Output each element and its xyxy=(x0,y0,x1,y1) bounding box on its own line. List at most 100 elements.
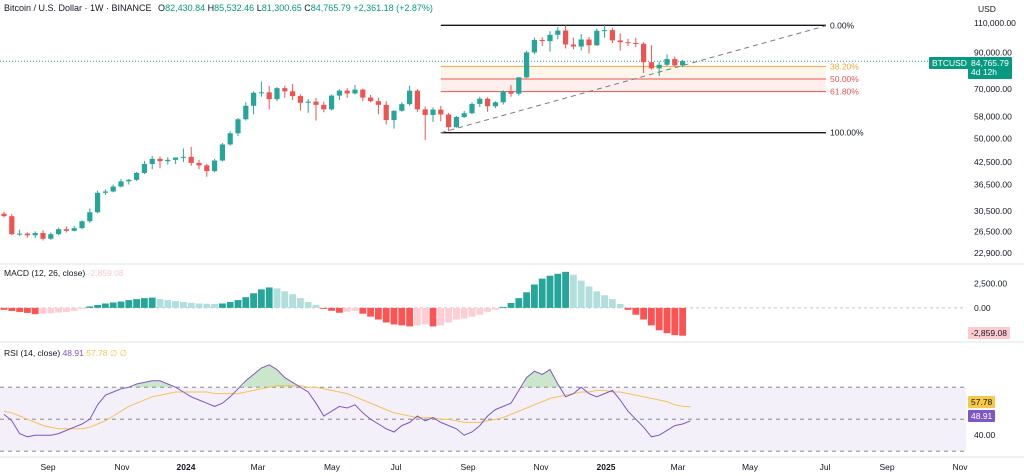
macd-histogram-bar xyxy=(180,302,187,308)
candle-body xyxy=(329,95,335,110)
price-tick-label: 58,000.00 xyxy=(974,112,1012,122)
macd-histogram-bar xyxy=(351,307,359,311)
candle-body xyxy=(352,89,358,94)
macd-histogram-bar xyxy=(328,307,335,311)
rsi-overbought-fill xyxy=(522,369,562,388)
macd-histogram-bar xyxy=(86,306,94,308)
macd-histogram-bar xyxy=(187,302,195,308)
price-tick-label: 30,500.00 xyxy=(974,206,1012,216)
pane-labels: MACD (12, 26, close) -2,859.08 RSI (14, c… xyxy=(4,268,128,358)
ohlc-low-key: L xyxy=(256,3,262,13)
rsi-ma-line xyxy=(3,385,691,430)
macd-histogram-bar xyxy=(679,307,686,336)
macd-histogram-bar xyxy=(570,274,577,308)
macd-value-badge: -2,859.08 xyxy=(968,327,1010,339)
price-tick-label: 50,000.00 xyxy=(974,133,1012,143)
candle-body xyxy=(594,30,600,46)
macd-histogram-bar xyxy=(102,303,109,308)
candle-body xyxy=(9,216,15,235)
time-tick-label: Sep xyxy=(460,462,475,472)
candle-body xyxy=(266,92,272,100)
macd-histogram-bar xyxy=(406,307,413,327)
price-axis[interactable]: 110,000.00 90,000.00 70,000.00 58,000.00 50,… xyxy=(974,18,1016,258)
macd-histogram-bar xyxy=(453,307,460,320)
fib-level-label: 50.00% xyxy=(830,74,859,84)
candle-body xyxy=(110,186,116,192)
candle-body xyxy=(149,158,155,164)
rsi-pane: 40.00 xyxy=(0,364,996,452)
candle-body xyxy=(680,61,686,66)
macd-histogram-bar xyxy=(577,280,585,308)
trendline-dashed xyxy=(440,25,827,134)
candle-body xyxy=(95,192,101,213)
candle-body xyxy=(243,105,249,120)
macd-histogram-bar xyxy=(421,307,429,325)
rsi-legend-value: 48.91 xyxy=(63,348,87,358)
macd-histogram-bar xyxy=(156,299,164,308)
candle-body xyxy=(297,96,303,103)
macd-histogram-bar xyxy=(390,307,398,325)
candle-body xyxy=(516,77,522,94)
candle-body xyxy=(290,91,296,97)
macd-histogram-bar xyxy=(172,301,179,308)
macd-histogram-bar xyxy=(281,291,289,308)
candle-body xyxy=(555,30,561,35)
fib-zone xyxy=(440,66,826,80)
macd-histogram-bar xyxy=(16,307,23,312)
candle-body xyxy=(282,88,288,92)
candle-body xyxy=(173,157,179,160)
macd-histogram-bar xyxy=(219,303,226,308)
candle-body xyxy=(56,229,62,235)
currency-label: USD xyxy=(978,4,996,14)
candle-body xyxy=(664,59,670,65)
fibonacci-retracement[interactable]: 0.00% 38.20% 50.00% 61.80% 100.00% xyxy=(440,20,864,138)
candle-body xyxy=(134,172,140,180)
macd-histogram-bar xyxy=(554,273,562,308)
ohlc-low: 81,300.65 xyxy=(261,3,302,13)
candle-body xyxy=(227,133,233,145)
macd-histogram-bar xyxy=(382,307,390,323)
macd-histogram-bar xyxy=(242,297,250,308)
candle-body xyxy=(446,114,452,128)
candle-body xyxy=(368,97,374,102)
candle-body xyxy=(578,39,584,47)
ohlc-close-key: C xyxy=(304,3,311,13)
macd-histogram-bar xyxy=(336,307,343,313)
macd-histogram-bar xyxy=(250,293,257,308)
price-tick-label: 70,000.00 xyxy=(974,84,1012,94)
macd-histogram-bar xyxy=(492,307,499,310)
candle-body xyxy=(71,228,77,231)
macd-histogram-bar xyxy=(39,307,47,314)
time-axis[interactable]: Sep Nov 2024 Mar May Jul Sep Nov 2025 Mar May Jul Se… xyxy=(40,462,968,472)
macd-histogram-bar xyxy=(632,307,640,315)
candle-body xyxy=(32,233,38,236)
candle-body xyxy=(79,221,85,229)
macd-histogram-bar xyxy=(359,307,367,314)
candle-body xyxy=(118,181,124,187)
candle-body xyxy=(126,179,132,182)
macd-histogram-bar xyxy=(609,299,616,308)
candle-body xyxy=(531,39,537,53)
candle-body xyxy=(399,104,405,111)
candle-body xyxy=(344,90,350,94)
symbol-badge[interactable]: BTCUSD xyxy=(929,57,970,69)
fib-level-label: 38.20% xyxy=(830,61,859,71)
candle-body xyxy=(321,104,327,110)
trendline[interactable] xyxy=(440,25,827,134)
symbol-title: Bitcoin / U.S. Dollar · 1W · BINANCE xyxy=(4,3,152,13)
rsi-tick-label: 40.00 xyxy=(974,430,996,440)
ohlc-high-key: H xyxy=(207,3,215,13)
time-tick-label: Mar xyxy=(251,462,266,472)
candle-body xyxy=(360,89,366,98)
macd-histogram-bar xyxy=(265,287,273,308)
macd-histogram-bar xyxy=(312,304,320,308)
price-change: +2,361.18 (+2.87%) xyxy=(353,3,433,13)
macd-histogram-bar xyxy=(601,295,608,308)
candle-body xyxy=(188,156,194,163)
macd-histogram-bar xyxy=(499,306,507,308)
candle-body xyxy=(485,98,491,107)
fib-level-label: 100.00% xyxy=(830,128,864,138)
macd-histogram-bar xyxy=(343,307,351,312)
candle-body xyxy=(414,90,420,110)
